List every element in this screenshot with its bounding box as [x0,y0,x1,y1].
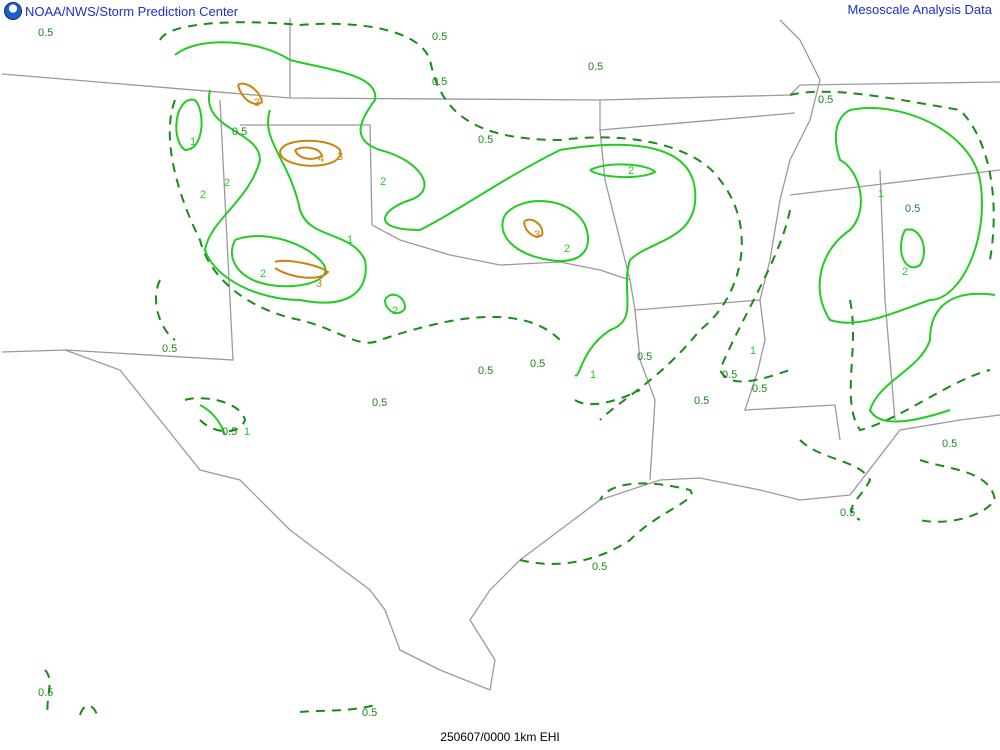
header-left-title: NOAA/NWS/Storm Prediction Center [25,3,239,19]
contour-label: 2 [224,177,230,189]
contour-label: 0.5 [530,358,545,370]
contour-label: 0.5 [905,203,920,215]
header-left: NOAA/NWS/Storm Prediction Center [4,2,238,20]
contour-label: 4 [318,153,324,165]
contour-label: 3 [534,229,540,241]
contour-label: 3 [254,97,260,109]
contour-label: 2 [260,268,266,280]
contours-1-2 [174,41,996,436]
contour-label: 3 [316,278,322,290]
contour-label: 0.5 [637,351,652,363]
contour-label: 0.5 [722,369,737,381]
contour-label: 2 [380,176,386,188]
contour-label: 0.5 [818,94,833,106]
contour-label: 1 [878,188,884,200]
contour-label: 0.5 [840,507,855,519]
contour-label: 0.5 [432,76,447,88]
contour-label: 0.5 [942,438,957,450]
contour-label: 0.5 [362,707,377,719]
map-caption: 250607/0000 1km EHI [440,730,560,744]
contour-label: 1 [190,136,196,148]
contour-label: 0.5 [478,365,493,377]
contour-label: 1 [347,234,353,246]
contour-label: 0.5 [232,126,247,138]
contour-label: 2 [564,243,570,255]
contour-label: 0.5 [432,31,447,43]
contour-label: 0.5 [38,27,53,39]
contour-label: 0.5 [222,426,237,438]
contour-label: 1 [244,426,250,438]
contour-label: 0.5 [372,397,387,409]
state-borders [1,18,1000,691]
contour-label: 1 [750,345,756,357]
contour-label: 0.5 [38,687,53,699]
contour-label: 2 [902,266,908,278]
contour-label: 0.5 [588,61,603,73]
contour-label: 0.5 [694,395,709,407]
contour-label: 2 [628,165,634,177]
contour-labels: 0.5 0.5 0.5 0.5 0.5 3 0.5 1 4 3 2 2 2 2 1 3 2 3 2 2 0.5 0.5 0.… [38,27,957,719]
contour-label: 0.5 [478,134,493,146]
contour-label: 0.5 [592,561,607,573]
contour-label: 0.5 [752,383,767,395]
header-right-title: Mesoscale Analysis Data [847,2,992,17]
contour-label: 0.5 [162,343,177,355]
contours-3-4 [237,82,544,279]
contour-label: 1 [590,369,596,381]
contour-label: 2 [200,189,206,201]
noaa-logo-icon [4,2,22,20]
contour-label: 3 [337,151,343,163]
contour-label: 2 [392,305,398,317]
contours-0.5 [44,21,997,719]
